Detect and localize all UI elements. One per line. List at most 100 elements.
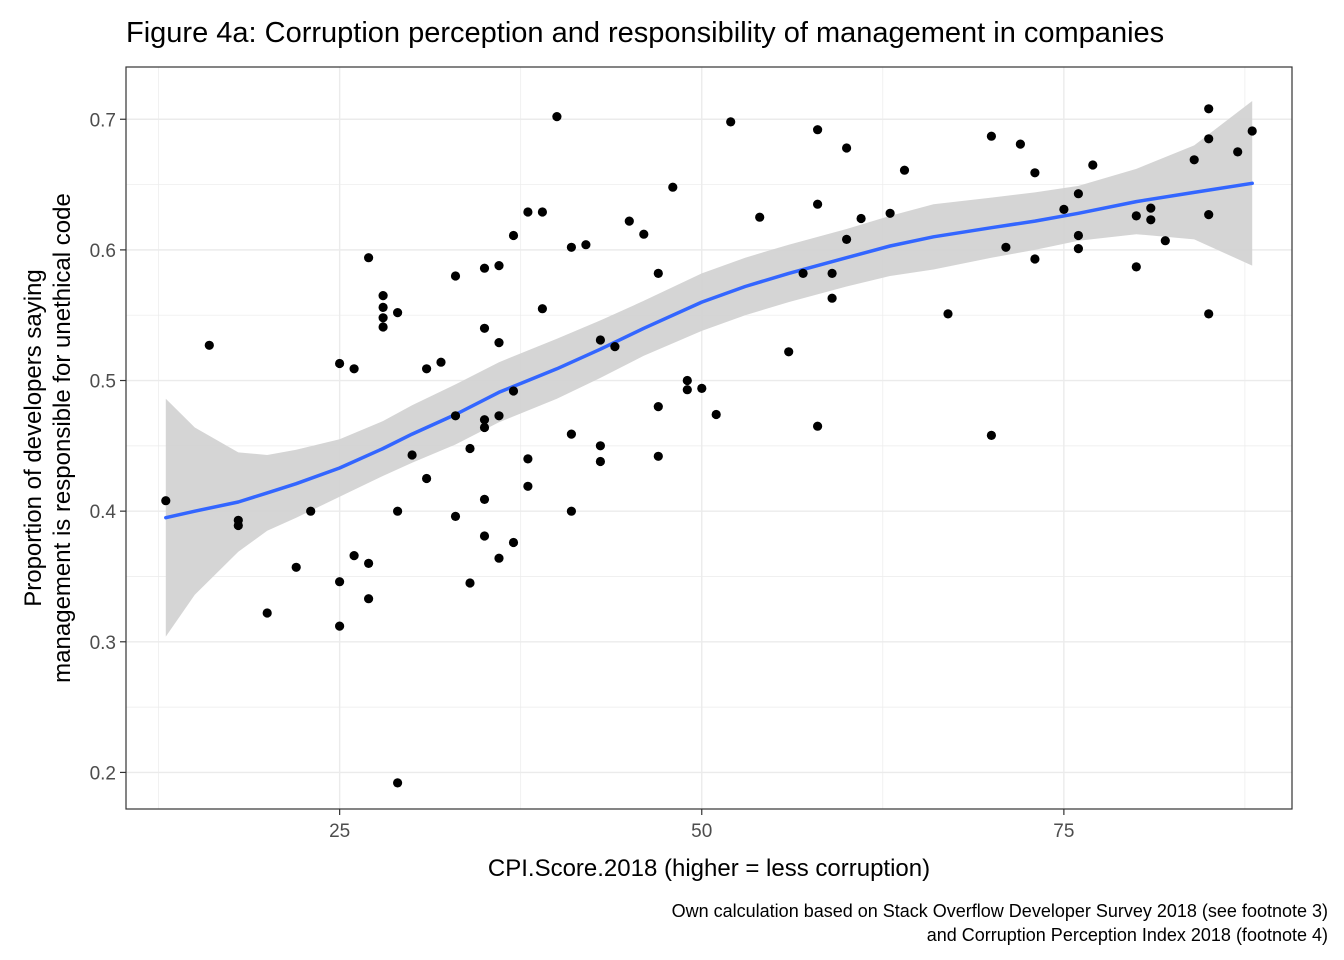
y-axis-title-line-1: Proportion of developers saying	[20, 269, 47, 607]
data-point	[378, 302, 388, 312]
data-point	[349, 364, 359, 374]
data-point	[479, 494, 490, 504]
caption-line-2: and Corruption Perception Index 2018 (fo…	[927, 925, 1328, 945]
data-point	[393, 506, 403, 516]
data-point	[378, 313, 388, 323]
data-point	[450, 411, 461, 421]
data-point	[335, 358, 345, 369]
chart-title: Figure 4a: Corruption perception and res…	[126, 17, 1164, 49]
data-point	[1073, 244, 1083, 254]
data-point	[335, 577, 345, 587]
data-point	[610, 342, 620, 352]
data-point	[813, 421, 823, 431]
data-point	[407, 450, 417, 460]
data-point	[682, 375, 692, 386]
data-point	[1204, 309, 1214, 319]
data-point	[711, 409, 721, 420]
data-point	[393, 778, 403, 788]
data-point	[508, 537, 519, 548]
data-point	[378, 322, 388, 332]
data-point	[986, 131, 997, 141]
data-point	[508, 386, 519, 396]
data-point	[479, 415, 490, 425]
data-point	[465, 443, 475, 454]
data-point	[1160, 236, 1170, 246]
data-point	[494, 261, 504, 271]
data-point	[581, 240, 591, 250]
data-point	[1059, 204, 1069, 214]
data-point	[1204, 104, 1214, 114]
data-point	[566, 506, 577, 516]
y-axis: 0.2 0.3 0.4 0.5 0.6 0.7	[90, 110, 126, 784]
data-point	[1131, 262, 1141, 272]
data-point	[494, 338, 504, 348]
data-point	[494, 553, 504, 563]
confidence-band	[165, 101, 1253, 637]
data-point	[813, 199, 823, 209]
panel-border	[125, 66, 1293, 810]
data-point	[364, 558, 374, 569]
data-point	[595, 456, 606, 467]
data-point	[1146, 203, 1156, 213]
data-point	[479, 422, 490, 433]
data-point	[784, 347, 794, 357]
smooth-trend-line	[164, 181, 1254, 520]
data-point	[479, 531, 490, 541]
data-point	[552, 112, 562, 122]
x-tick-label: 75	[1053, 821, 1074, 842]
data-point	[450, 511, 461, 521]
x-axis: 25 50 75	[329, 809, 1074, 842]
data-point	[422, 473, 432, 484]
data-point	[653, 402, 663, 412]
data-point	[697, 383, 707, 393]
data-point	[349, 551, 359, 561]
data-point	[479, 323, 490, 333]
data-point	[856, 213, 866, 224]
y-axis-title: Proportion of developers saying manageme…	[20, 193, 76, 683]
data-point	[798, 268, 808, 278]
data-point	[508, 230, 519, 241]
data-point	[436, 357, 446, 367]
data-point	[813, 125, 823, 135]
x-tick-label: 50	[691, 821, 712, 842]
data-point	[842, 143, 852, 153]
data-point	[335, 621, 345, 631]
data-point	[827, 268, 837, 278]
data-point	[494, 411, 504, 421]
data-point	[364, 253, 374, 263]
data-point	[755, 212, 765, 222]
x-axis-title: CPI.Score.2018 (higher = less corruption…	[488, 855, 930, 882]
caption-line-1: Own calculation based on Stack Overflow …	[672, 901, 1328, 921]
data-point	[566, 242, 577, 252]
data-point	[1247, 126, 1257, 136]
data-point	[899, 165, 910, 175]
data-point	[653, 451, 663, 461]
data-point	[537, 304, 548, 314]
data-point	[668, 182, 678, 192]
data-point	[986, 430, 997, 440]
data-point	[1088, 160, 1098, 170]
y-tick-label: 0.4	[90, 502, 117, 523]
data-point	[1204, 210, 1214, 220]
data-point	[595, 441, 606, 451]
data-point	[1204, 134, 1214, 144]
data-point	[479, 263, 490, 273]
data-point	[233, 520, 243, 531]
data-point	[523, 454, 533, 464]
data-point	[827, 293, 837, 303]
data-point	[595, 335, 606, 345]
data-point	[653, 268, 663, 278]
data-point	[364, 594, 374, 604]
data-point	[393, 308, 403, 318]
data-point	[378, 291, 388, 301]
data-point	[842, 234, 852, 244]
y-tick-label: 0.3	[90, 633, 116, 654]
data-point	[465, 578, 475, 588]
data-point	[885, 208, 895, 218]
x-tick-label: 25	[329, 821, 350, 842]
data-point	[262, 608, 272, 618]
y-tick-label: 0.2	[90, 763, 116, 784]
data-point	[1131, 211, 1141, 221]
data-points	[161, 104, 1257, 788]
